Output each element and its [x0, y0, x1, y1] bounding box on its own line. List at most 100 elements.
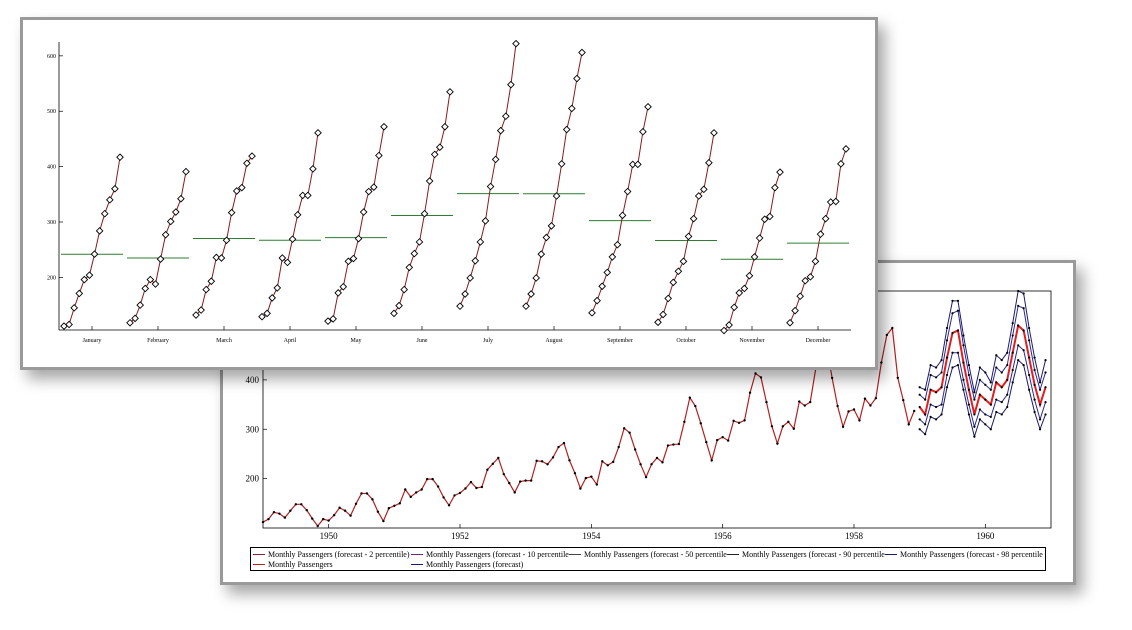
month-series-marker	[136, 301, 145, 309]
y-tick-label: 400	[246, 375, 260, 385]
forecast-point	[962, 344, 965, 347]
month-series-marker	[745, 271, 754, 280]
monthly-passengers-point	[338, 506, 341, 509]
monthly-passengers-point	[787, 420, 790, 424]
forecast-point	[934, 366, 938, 369]
forecast-point	[934, 376, 938, 379]
monthly-passengers-point	[699, 422, 702, 425]
forecast-point	[1033, 410, 1036, 414]
monthly-passengers-point	[743, 419, 746, 422]
month-series-marker	[557, 160, 566, 168]
forecast-point	[1022, 307, 1025, 310]
monthly-passengers-point	[776, 442, 779, 445]
monthly-passengers-point	[912, 409, 916, 413]
forecast-point	[924, 388, 927, 391]
monthly-passengers-point	[524, 479, 527, 482]
month-series-marker	[603, 268, 612, 277]
y-tick-label: 300	[47, 220, 56, 226]
x-tick-label: November	[739, 338, 764, 344]
forecast-point	[934, 405, 938, 409]
month-series-marker	[801, 276, 810, 285]
month-series-marker	[146, 275, 155, 284]
monthly-subseries-chart: 200 300 400 500 600 January February March April…	[47, 39, 851, 344]
monthly-passengers-point	[628, 431, 631, 434]
monthly-passengers-point	[633, 448, 637, 451]
forecast-point	[1028, 388, 1031, 391]
month-series-marker	[303, 191, 312, 200]
monthly-passengers-point	[491, 462, 495, 466]
forecast-line	[919, 344, 1047, 429]
forecast-line	[918, 323, 1047, 417]
forecast-point	[1006, 393, 1009, 396]
legend-entry: Monthly Passengers (forecast - 98 percen…	[885, 549, 1043, 559]
legend-swatch	[411, 553, 423, 555]
monthly-passengers-point	[721, 435, 724, 439]
monthly-passengers-point	[497, 456, 500, 460]
month-series-marker	[598, 282, 607, 291]
legend-swatch	[411, 563, 423, 565]
forecast-point	[924, 413, 927, 416]
monthly-passengers-point	[425, 477, 429, 481]
forecast-point	[1000, 413, 1003, 416]
forecast-point	[956, 363, 960, 367]
legend-swatch	[727, 553, 739, 555]
x-tick-label: August	[545, 338, 563, 344]
monthly-passengers-point	[880, 361, 883, 364]
forecast-point	[962, 378, 965, 381]
monthly-passengers-point	[453, 494, 456, 497]
forecast-point	[962, 334, 965, 337]
monthly-passengers-point	[518, 480, 522, 483]
monthly-passengers-point	[436, 485, 440, 488]
x-tick-label: July	[483, 338, 493, 344]
forecast-point	[951, 331, 954, 335]
monthly-passengers-point	[754, 372, 757, 375]
forecast-point	[973, 413, 976, 416]
legend-entry: Monthly Passengers (forecast - 2 percent…	[253, 549, 411, 559]
legend-swatch	[253, 563, 265, 565]
forecast-point	[1011, 351, 1014, 354]
month-series-marker	[263, 309, 271, 318]
month-series-marker	[654, 318, 662, 327]
forecast-point	[956, 309, 960, 312]
forecast-point	[1038, 388, 1042, 391]
forecast-point	[940, 386, 943, 389]
month-series-marker	[354, 234, 363, 243]
month-series-marker	[547, 222, 556, 230]
monthly-passengers-point	[907, 423, 910, 426]
month-series-marker	[314, 128, 322, 137]
monthly-passengers-point	[830, 376, 834, 380]
month-series-marker	[425, 177, 434, 185]
monthly-passengers-point	[305, 509, 308, 512]
month-series-marker	[644, 102, 652, 111]
monthly-passengers-point	[688, 396, 692, 399]
y-tick-label: 300	[246, 424, 260, 434]
forecast-point	[1028, 326, 1031, 330]
monthly-passengers-point	[622, 427, 626, 430]
monthly-passengers-point	[617, 445, 620, 449]
forecast-point	[1000, 359, 1003, 362]
monthly-passengers-point	[655, 456, 659, 460]
monthly-passengers-point	[874, 396, 878, 400]
month-series-marker	[674, 267, 683, 276]
monthly-passengers-point	[748, 391, 752, 394]
monthly-passengers-point	[694, 404, 697, 408]
monthly-passengers-point	[502, 472, 505, 476]
forecast-point	[984, 383, 987, 386]
monthly-passengers-point	[365, 492, 369, 495]
month-series-marker	[415, 238, 424, 246]
legend-label: Monthly Passengers (forecast - 90 percen…	[742, 549, 885, 559]
legend-entry: Monthly Passengers (forecast - 50 percen…	[569, 549, 727, 559]
month-series-marker	[126, 318, 134, 327]
month-series-marker	[207, 277, 216, 286]
monthly-passengers-point	[261, 520, 265, 524]
forecast-legend: Monthly Passengers (forecast - 2 percent…	[250, 547, 1046, 571]
month-series-marker	[791, 306, 799, 315]
monthly-passengers-point	[535, 459, 538, 463]
forecast-point	[973, 398, 976, 401]
month-series-line	[393, 91, 451, 314]
forecast-point	[1028, 356, 1031, 359]
forecast-point	[995, 398, 998, 401]
month-series-marker	[441, 122, 449, 131]
month-series-marker	[481, 217, 490, 225]
month-series-marker	[430, 150, 439, 159]
